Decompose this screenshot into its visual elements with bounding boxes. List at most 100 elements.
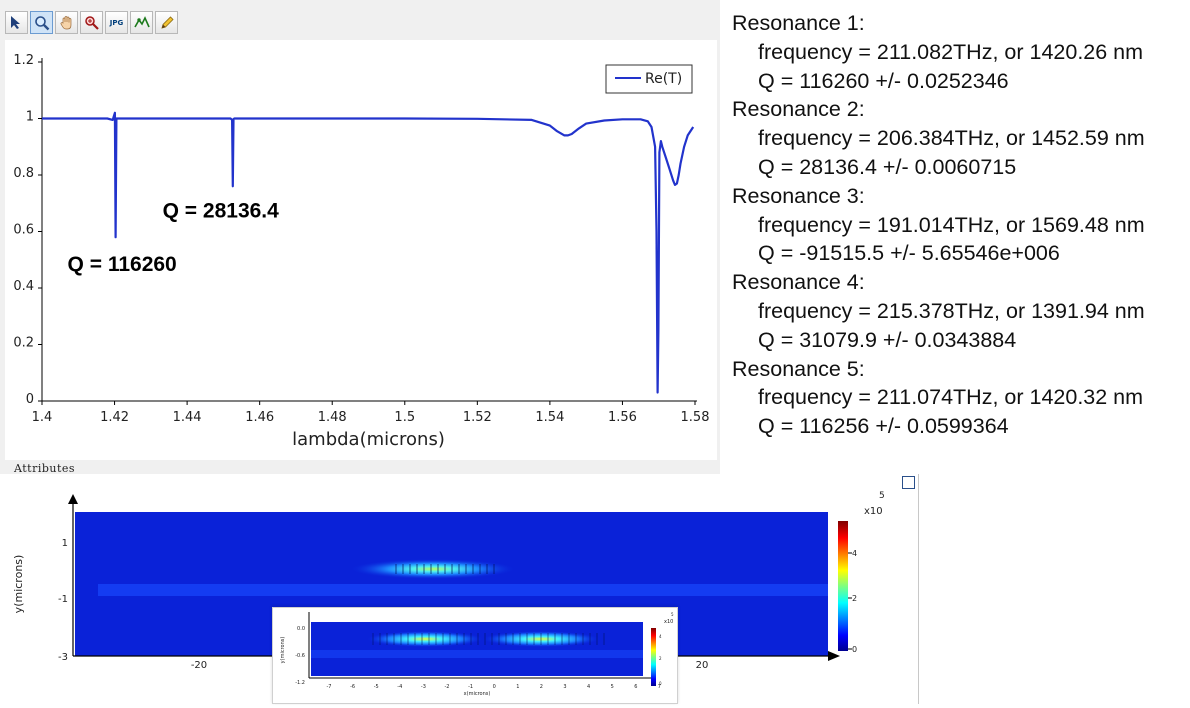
series-line-re-t <box>42 111 695 394</box>
inset-colorbar-exponent: x10 <box>664 619 673 625</box>
resonance-frequency: frequency = 215.378THz, or 1391.94 nm <box>758 298 1145 323</box>
y-tick-label: 0.8 <box>13 166 34 181</box>
field-colorbar-tick-label: 0 <box>852 645 857 654</box>
x-tick-label: 1.52 <box>463 410 492 425</box>
resonance-q-value: Q = 116260 +/- 0.0252346 <box>758 68 1009 93</box>
resonance-block: Resonance 5: frequency = 211.074THz, or 1… <box>732 355 1182 441</box>
inset-x-label: x(microns) <box>464 691 491 697</box>
resonance-frequency: frequency = 206.384THz, or 1452.59 nm <box>758 126 1145 151</box>
x-tick-label: 1.54 <box>535 410 564 425</box>
field-y-arrow <box>68 494 78 504</box>
y-tick-label: 1.2 <box>13 53 34 68</box>
field-x-arrow <box>828 651 840 661</box>
zoom-region-icon <box>84 15 99 30</box>
resonance-title: Resonance 5: <box>732 356 865 381</box>
inset-x-tick-label: -6 <box>350 684 355 690</box>
resonance-title: Resonance 1: <box>732 11 865 35</box>
attributes-label: Attributes <box>14 462 76 475</box>
zoom-icon <box>34 15 49 30</box>
field-x-tick-label: 20 <box>696 660 709 671</box>
jpg-export-button[interactable]: JPG <box>105 11 128 34</box>
x-tick-label: 1.58 <box>681 410 710 425</box>
inset-x-tick-label: 3 <box>563 684 566 690</box>
inset-colorbar <box>651 628 656 686</box>
resonance-title: Resonance 3: <box>732 183 865 208</box>
spectrum-plot-area[interactable]: 0 0.2 0.4 0.6 0.8 1 1.2 1.4 1.42 1.44 1.46 1.48 1.5 1… <box>5 40 717 460</box>
inset-x-tick-label: 0 <box>493 684 496 690</box>
inset-x-tick-label: 1 <box>516 684 519 690</box>
inset-colorbar-tick-label: 0 <box>659 681 662 686</box>
x-tick-label: 1.42 <box>100 410 129 425</box>
inset-y-tick-label: -1.2 <box>295 680 305 686</box>
inset-x-tick-label: -5 <box>374 684 379 690</box>
field-profile-inset: y(microns) 0.0 -0.6 -1.2 -7 -6 -5 -4 -3 -2 -1 0 1 2 3 4… <box>272 607 678 704</box>
resonance-frequency: frequency = 211.082THz, or 1420.26 nm <box>758 39 1144 64</box>
pencil-icon <box>160 15 174 29</box>
field-y-label: y(microns) <box>12 555 25 614</box>
inset-y-label: y(microns) <box>280 637 286 664</box>
zoom-tool-button[interactable] <box>30 11 53 34</box>
x-tick-label: 1.56 <box>608 410 637 425</box>
field-y-tick-label: -1 <box>58 594 68 605</box>
plot-toolbar: JPG <box>5 11 178 37</box>
spectrum-chart: 0 0.2 0.4 0.6 0.8 1 1.2 1.4 1.42 1.44 1.46 1.48 1.5 1… <box>13 53 710 450</box>
inset-x-tick-label: -3 <box>421 684 426 690</box>
resonance-results-panel: Resonance 1: frequency = 211.082THz, or 1… <box>732 9 1182 441</box>
resonance-block: Resonance 3: frequency = 191.014THz, or 1… <box>732 182 1182 268</box>
inset-y-tick-label: -0.6 <box>295 653 305 659</box>
x-tick-label: 1.44 <box>173 410 202 425</box>
marker-icon <box>133 15 150 27</box>
x-axis-label: lambda(microns) <box>292 429 445 450</box>
field-profile-inset-plot: y(microns) 0.0 -0.6 -1.2 -7 -6 -5 -4 -3 -2 -1 0 1 2 3 4… <box>280 612 674 697</box>
chart-legend: Re(T) <box>605 64 693 94</box>
y-tick-label: 1 <box>26 110 34 125</box>
field-y-tick-label: 1 <box>62 538 68 549</box>
pan-tool-button[interactable] <box>55 11 78 34</box>
y-tick-label: 0 <box>26 392 34 407</box>
resonance-q-value: Q = 28136.4 +/- 0.0060715 <box>758 154 1017 179</box>
inset-colorbar-tick-label: 2 <box>659 656 662 661</box>
resonance-q-value: Q = 31079.9 +/- 0.0343884 <box>758 327 1017 352</box>
resonance-frequency: frequency = 191.014THz, or 1569.48 nm <box>758 212 1145 237</box>
field-colorbar-tick-label: 2 <box>852 594 857 603</box>
zoom-region-tool-button[interactable] <box>80 11 103 34</box>
resonance-block: Resonance 1: frequency = 211.082THz, or 1… <box>732 9 1182 95</box>
jpg-export-icon: JPG <box>109 18 124 27</box>
inset-x-tick-label: 5 <box>611 684 614 690</box>
window-restore-icon[interactable] <box>902 476 915 489</box>
y-tick-label: 0.2 <box>13 336 34 351</box>
inset-x-tick-label: -2 <box>445 684 450 690</box>
x-tick-label: 1.46 <box>245 410 274 425</box>
resonance-title: Resonance 2: <box>732 97 865 122</box>
field-colorbar-tick-label: 4 <box>852 549 857 558</box>
inset-x-tick-label: -4 <box>397 684 402 690</box>
x-tick-label: 1.48 <box>318 410 347 425</box>
resonance-block: Resonance 2: frequency = 206.384THz, or 1… <box>732 95 1182 181</box>
inset-waveguide-band <box>311 650 643 658</box>
resonance-title: Resonance 4: <box>732 270 865 295</box>
inset-colorbar-tick-label: 4 <box>659 634 662 639</box>
inset-x-tick-label: 4 <box>587 684 590 690</box>
pointer-icon <box>11 16 20 29</box>
marker-tool-button[interactable] <box>130 11 153 34</box>
x-tick-label: 1.5 <box>394 410 415 425</box>
field-profile-window: y(microns) 1 -1 -3 -20 20 4 2 0 x10 5 <box>0 474 919 704</box>
resonance-q-value: Q = -91515.5 +/- 5.65546e+006 <box>758 241 1060 266</box>
field-x-tick-label: -20 <box>191 660 207 671</box>
legend-label: Re(T) <box>645 71 682 87</box>
inset-x-tick-label: 6 <box>634 684 637 690</box>
y-tick-label: 0.4 <box>13 279 34 294</box>
pencil-tool-button[interactable] <box>155 11 178 34</box>
field-y-tick-label: -3 <box>58 652 68 663</box>
field-hotspot <box>351 559 515 579</box>
resonance-frequency: frequency = 211.074THz, or 1420.32 nm <box>758 385 1144 410</box>
resonance-q-value: Q = 116256 +/- 0.0599364 <box>758 414 1009 439</box>
inset-x-tick-label: 7 <box>658 684 661 690</box>
x-tick-label: 1.4 <box>32 410 53 425</box>
spectrum-plot-window: JPG 0 0.2 0.4 0.6 0.8 1 1.2 1.4 1.42 1.44 1.46 1.48… <box>0 0 720 475</box>
q-annotation: Q = 116260 <box>68 253 177 276</box>
inset-x-tick-label: -1 <box>468 684 473 690</box>
y-tick-label: 0.6 <box>13 223 34 238</box>
pointer-tool-button[interactable] <box>5 11 28 34</box>
